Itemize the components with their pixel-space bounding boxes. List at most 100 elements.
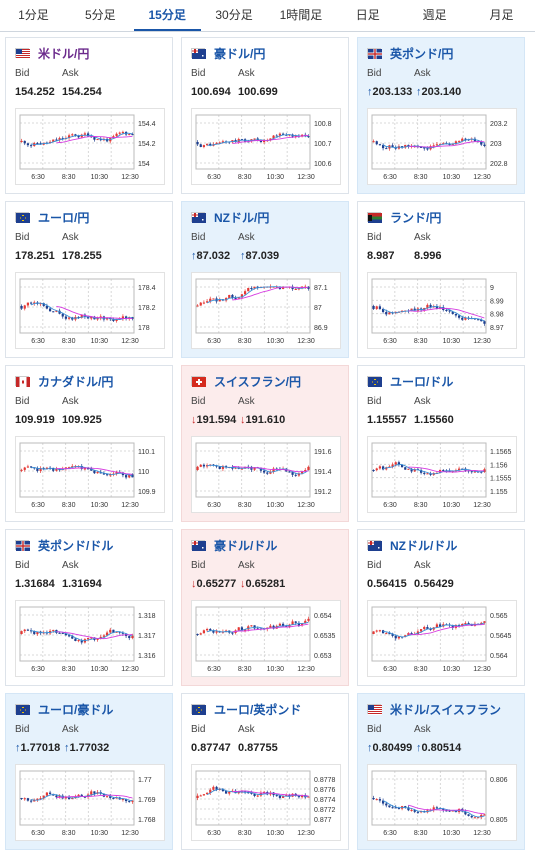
candle-body [262, 470, 266, 473]
candle-body [281, 286, 285, 289]
plot-frame [371, 114, 487, 170]
price-chart[interactable]: 178.4 178.2 178 6:30 8:30 10:30 12:30 [15, 272, 165, 349]
card-title[interactable]: 英ポンド/円 [367, 45, 453, 61]
candle-body [275, 286, 278, 288]
bid-value-text: 0.65277 [196, 578, 237, 590]
currency-card[interactable]: ユーロ/豪ドル Bid Ask ↑1.77018 ↑1.77032 1.77 1.769 1.… [5, 693, 173, 850]
price-chart[interactable]: 154.4 154.2 154 6:30 8:30 10:30 12:30 [15, 108, 165, 185]
pair-name[interactable]: ユーロ/英ポンド [214, 702, 302, 717]
candle-body [205, 301, 209, 303]
candle-body [243, 291, 247, 295]
price-chart[interactable]: 0.806 0.805 6:30 8:30 10:30 12:30 [367, 764, 517, 841]
ask-value-text: 1.77032 [69, 742, 110, 754]
bid-value-text: 203.133 [372, 86, 413, 98]
pair-name[interactable]: カナダドル/円 [38, 374, 114, 389]
tab-7[interactable]: 月足 [489, 8, 514, 22]
candle-body [294, 474, 297, 476]
tab-5[interactable]: 日足 [355, 8, 380, 22]
price-chart[interactable]: 0.8778 0.8776 0.8774 0.8772 0.877 6:30 8:30 10:… [191, 764, 341, 841]
card-title[interactable]: 米ドル/円 [15, 45, 89, 61]
price-chart[interactable]: 1.318 1.317 1.316 6:30 8:30 10:30 12:30 [15, 600, 165, 677]
price-chart[interactable]: 87.1 87 86.9 6:30 8:30 10:30 12:30 [191, 272, 341, 349]
candle-body [423, 472, 426, 474]
currency-card[interactable]: 米ドル/円 Bid Ask 154.252 154.254 154.4 154.2 154 6:… [5, 37, 173, 194]
currency-card[interactable]: ランド/円 Bid Ask 8.987 8.996 9 8.99 8.98 8.97 6:30 8:… [357, 201, 525, 358]
candle-body [457, 625, 461, 627]
card-title[interactable]: 豪ドル/円 [191, 45, 265, 61]
currency-card[interactable]: 豪ドル/ドル Bid Ask ↓0.65277 ↓0.65281 0.654 0.6535 0… [181, 529, 349, 686]
currency-card[interactable]: NZドル/円 Bid Ask ↑87.032 ↑87.039 87.1 87 86.9 6:30… [181, 201, 349, 358]
price-chart[interactable]: 203.2 203 202.8 6:30 8:30 10:30 12:30 [367, 108, 517, 185]
candle-body [93, 791, 96, 794]
pair-name[interactable]: 英ポンド/ドル [38, 538, 114, 553]
tab-1[interactable]: 5分足 [84, 8, 116, 22]
pair-name[interactable]: NZドル/ドル [390, 538, 458, 553]
tab-3[interactable]: 30分足 [215, 8, 253, 22]
candle-body [288, 134, 291, 136]
candle-body [269, 625, 272, 628]
pair-name[interactable]: ランド/円 [390, 210, 442, 225]
tab-6[interactable]: 週足 [422, 8, 447, 22]
price-chart[interactable]: 1.77 1.769 1.768 6:30 8:30 10:30 12:30 [15, 764, 165, 841]
price-chart[interactable]: 1.1565 1.156 1.1555 1.155 6:30 8:30 10:30 12:30 [367, 436, 517, 513]
candle-body [407, 144, 410, 147]
x-tick-label: 12:30 [297, 830, 315, 837]
x-tick-label: 8:30 [62, 338, 76, 345]
currency-card[interactable]: 米ドル/スイスフラン Bid Ask ↑0.80499 ↑0.80514 0.806 0.8… [357, 693, 525, 850]
card-title[interactable]: ユーロ/豪ドル [15, 701, 113, 717]
currency-card[interactable]: 英ポンド/円 Bid Ask ↑203.133 ↑203.140 203.2 203 202.… [357, 37, 525, 194]
currency-card[interactable]: ユーロ/英ポンド Bid Ask 0.87747 0.87755 0.8778 0.8776… [181, 693, 349, 850]
currency-card[interactable]: NZドル/ドル Bid Ask 0.56415 0.56429 0.565 0.5645 0.… [357, 529, 525, 686]
pair-name[interactable]: 英ポンド/円 [390, 46, 454, 61]
card-title[interactable]: カナダドル/円 [15, 373, 113, 389]
pair-name[interactable]: 米ドル/円 [38, 46, 90, 61]
currency-card[interactable]: 豪ドル/円 Bid Ask 100.694 100.699 100.8 100.7 100.6… [181, 37, 349, 194]
card-title[interactable]: ユーロ/円 [15, 209, 89, 225]
candle-body [86, 637, 90, 640]
arrow-down-icon: ↓ [240, 578, 246, 590]
card-title[interactable]: ユーロ/ドル [367, 373, 453, 389]
pair-name[interactable]: 豪ドル/円 [214, 46, 266, 61]
card-title[interactable]: NZドル/円 [191, 209, 269, 225]
pair-name[interactable]: ユーロ/豪ドル [38, 702, 114, 717]
tab-2[interactable]: 15分足 [133, 0, 201, 31]
candle-body [199, 795, 202, 797]
currency-card[interactable]: ユーロ/ドル Bid Ask 1.15557 1.15560 1.1565 1.156 1.1… [357, 365, 525, 522]
card-title[interactable]: 豪ドル/ドル [191, 537, 277, 553]
card-title[interactable]: スイスフラン/円 [191, 373, 301, 389]
card-title[interactable]: ランド/円 [367, 209, 441, 225]
pair-name[interactable]: ユーロ/円 [38, 210, 90, 225]
card-title[interactable]: 英ポンド/ドル [15, 537, 113, 553]
candle-body [385, 311, 388, 315]
price-chart[interactable]: 110.1 110 109.9 6:30 8:30 10:30 12:30 [15, 436, 165, 513]
currency-card[interactable]: ユーロ/円 Bid Ask 178.251 178.255 178.4 178.2 178 6:… [5, 201, 173, 358]
price-chart[interactable]: 9 8.99 8.98 8.97 6:30 8:30 10:30 12:30 [367, 272, 517, 349]
tab-4[interactable]: 1時間足 [279, 8, 323, 22]
candle-body [131, 800, 134, 802]
pair-name[interactable]: スイスフラン/円 [214, 374, 301, 389]
ask-value-text: 203.140 [421, 86, 462, 98]
pair-name[interactable]: NZドル/円 [214, 210, 270, 225]
pair-name[interactable]: 豪ドル/ドル [214, 538, 278, 553]
pair-name[interactable]: 米ドル/スイスフラン [390, 702, 501, 717]
currency-card[interactable]: 英ポンド/ドル Bid Ask 1.31684 1.31694 1.318 1.317 1.3… [5, 529, 173, 686]
card-title[interactable]: NZドル/ドル [367, 537, 457, 553]
tab-0[interactable]: 1分足 [18, 8, 49, 22]
currency-card[interactable]: カナダドル/円 Bid Ask 109.919 109.925 110.1 110 109.9… [5, 365, 173, 522]
candle-body [445, 309, 448, 311]
price-chart[interactable]: 191.6 191.4 191.2 6:30 8:30 10:30 12:30 [191, 436, 341, 513]
candle-body [385, 803, 388, 806]
candle-body [71, 636, 74, 639]
candle-body [23, 140, 26, 144]
card-title[interactable]: ユーロ/英ポンド [191, 701, 301, 717]
price-chart[interactable]: 0.654 0.6535 0.653 6:30 8:30 10:30 12:30 [191, 600, 341, 677]
currency-card[interactable]: スイスフラン/円 Bid Ask ↓191.594 ↓191.610 191.6 191.4… [181, 365, 349, 522]
price-chart[interactable]: 100.8 100.7 100.6 6:30 8:30 10:30 12:30 [191, 108, 341, 185]
pair-name[interactable]: ユーロ/ドル [390, 374, 454, 389]
candle-body [454, 141, 458, 145]
price-chart[interactable]: 0.565 0.5645 0.564 6:30 8:30 10:30 12:30 [367, 600, 517, 677]
plot-frame [195, 606, 311, 662]
card-title[interactable]: 米ドル/スイスフラン [367, 701, 501, 717]
candle-body [483, 321, 486, 324]
candle-body [112, 136, 115, 139]
